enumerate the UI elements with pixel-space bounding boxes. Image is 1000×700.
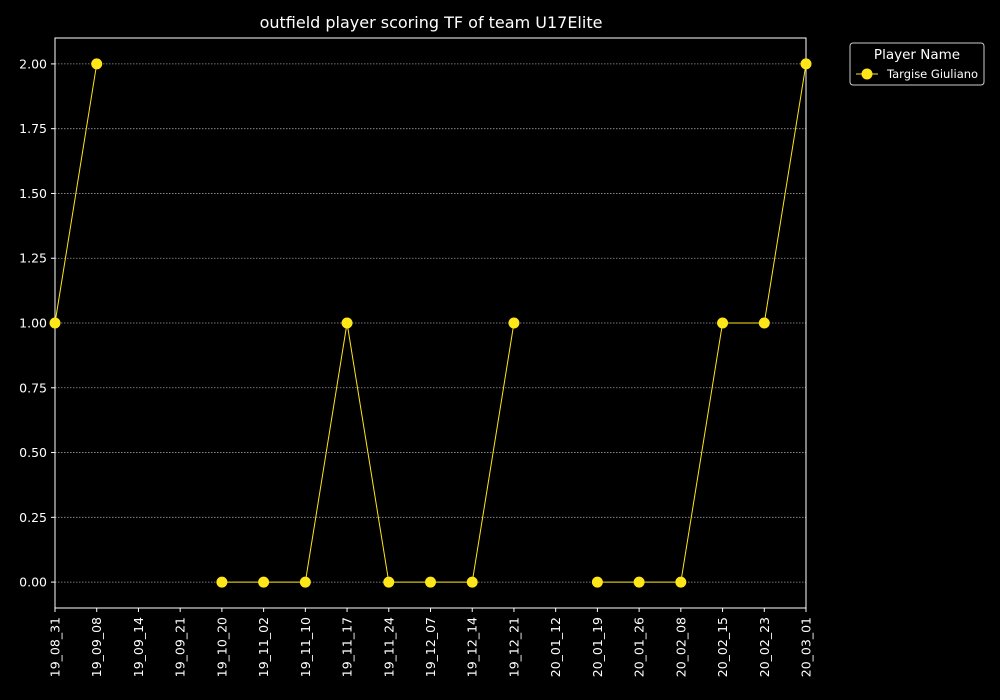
data-point (800, 58, 812, 70)
series-line (54, 63, 98, 324)
x-tick-label: 20_01_19 (590, 617, 605, 677)
x-tick-label: 19_09_21 (173, 617, 188, 677)
x-tick-label: 19_12_21 (506, 617, 521, 677)
legend: Player Name Targise Giuliano (849, 42, 985, 86)
legend-title: Player Name (874, 47, 960, 63)
x-tick-label: 19_11_24 (381, 617, 396, 677)
data-point (591, 576, 603, 588)
y-tick-label: 0.50 (19, 445, 47, 460)
data-point (341, 317, 353, 329)
x-tick-label: 20_02_23 (757, 617, 772, 677)
data-point (425, 576, 436, 588)
y-tick-label: 0.75 (19, 380, 47, 395)
y-tick-label: 1.00 (19, 316, 47, 331)
x-tick-label: 19_11_02 (256, 617, 271, 677)
x-tick-label: 19_11_10 (298, 617, 313, 677)
x-tick-label: 19_12_14 (465, 617, 480, 677)
data-point (258, 576, 270, 588)
legend-marker (861, 68, 873, 80)
series-line (221, 322, 515, 583)
data-point (758, 317, 770, 329)
x-tick-label: 19_09_08 (89, 617, 104, 677)
data-point (49, 317, 61, 329)
y-tick-label: 1.50 (19, 186, 47, 201)
data-point (633, 576, 645, 588)
x-axis: 19_08_31 19_09_08 19_09_14 19_09_21 19_10_20… (48, 608, 814, 677)
legend-box (849, 42, 985, 86)
x-tick-label: 19_10_20 (214, 617, 229, 677)
x-tick-label: 19_08_31 (48, 617, 63, 677)
x-tick-label: 20_03_01 (799, 617, 814, 677)
y-axis: 0.00 0.25 0.50 0.75 1.00 1.25 1.50 1.75 2.00 (19, 56, 55, 590)
data-point (717, 317, 729, 329)
data-point (91, 58, 103, 70)
series-line (597, 63, 807, 583)
x-tick-label: 19_11_17 (340, 617, 355, 677)
x-tick-label: 20_02_15 (715, 617, 730, 677)
x-tick-label: 20_02_08 (673, 617, 688, 677)
y-tick-label: 1.75 (19, 121, 47, 136)
data-point (675, 576, 687, 588)
x-tick-label: 19_09_14 (131, 617, 146, 677)
y-tick-label: 0.00 (19, 575, 47, 590)
data-point (508, 317, 520, 329)
legend-entry-label: Targise Giuliano (886, 67, 978, 81)
data-point (216, 576, 228, 588)
y-tick-label: 1.25 (19, 251, 47, 266)
y-tick-label: 2.00 (19, 56, 47, 71)
series-group (49, 58, 812, 588)
x-tick-label: 20_01_26 (632, 617, 647, 677)
data-point (299, 576, 311, 588)
y-tick-label: 0.25 (19, 510, 47, 525)
data-point (466, 576, 478, 588)
x-tick-label: 19_12_07 (423, 617, 438, 677)
data-point (383, 576, 395, 588)
chart-title: outfield player scoring TF of team U17El… (260, 13, 603, 32)
x-tick-label: 20_01_12 (548, 617, 563, 677)
